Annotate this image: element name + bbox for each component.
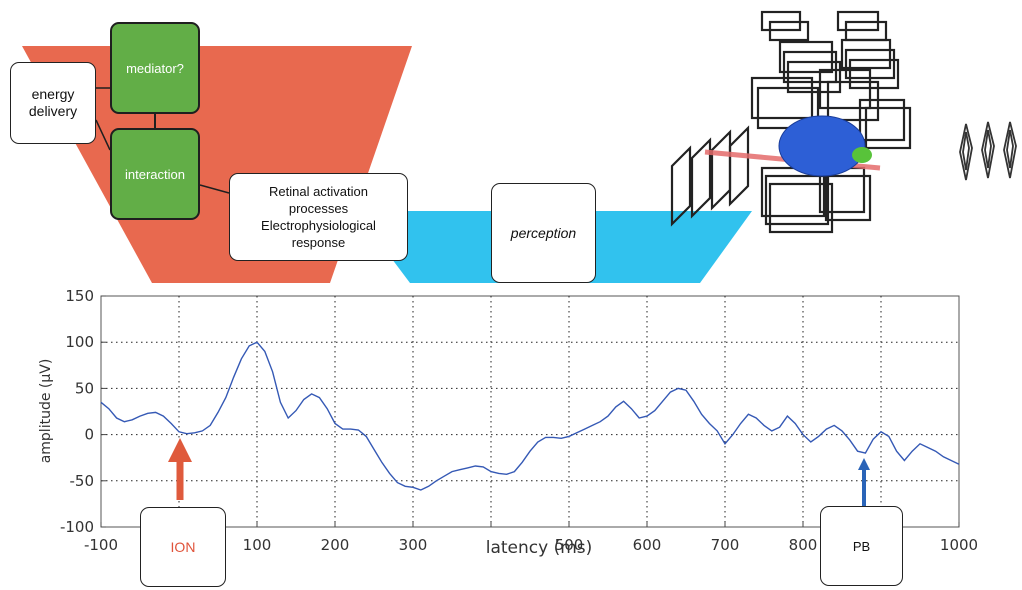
y-tick-label: 0	[84, 426, 94, 444]
wire-frame	[710, 129, 732, 211]
wire-frame	[750, 76, 814, 120]
x-tick-label: 700	[711, 536, 740, 554]
wire-frame	[690, 137, 712, 219]
mediator-label: mediator?	[126, 60, 184, 76]
energy-delivery-box: energy delivery	[10, 62, 96, 144]
mediator-box: mediator?	[110, 22, 200, 114]
pb-label: PB	[852, 538, 871, 554]
plot-area	[100, 295, 960, 528]
interaction-box: interaction	[110, 128, 200, 220]
wire-frame	[670, 145, 692, 227]
y-tick-label: -100	[60, 518, 94, 536]
wire-frame	[818, 68, 872, 110]
perception-box: perception	[491, 183, 596, 283]
pb-box: PB	[820, 506, 903, 586]
wire-frame	[858, 98, 906, 142]
y-axis-label: amplitude (µV)	[38, 359, 54, 464]
y-tick-label: 150	[65, 287, 94, 305]
ion-box: ION	[140, 507, 226, 587]
ion-arrow	[168, 438, 192, 500]
x-tick-label: 200	[321, 536, 350, 554]
energy-delivery-label: energy delivery	[28, 86, 78, 119]
side-frame-inner	[1006, 129, 1014, 169]
wire-frame	[764, 174, 830, 226]
connector-energy-interaction	[95, 119, 111, 151]
x-tick-label: 300	[399, 536, 428, 554]
wire-frame	[728, 125, 750, 207]
y-tick-label: 100	[65, 333, 94, 351]
wire-frame	[782, 50, 838, 84]
retinal-activation-label: Retinal activation processes Electrophys…	[261, 184, 376, 250]
side-frame	[981, 121, 995, 179]
x-tick-label: 600	[633, 536, 662, 554]
interaction-label: interaction	[125, 166, 185, 182]
y-axis-ticks: -100 -50 0 50 100 150	[60, 287, 106, 536]
head-model-illustration	[670, 10, 912, 234]
pb-arrow	[858, 458, 870, 506]
x-tick-label: 100	[243, 536, 272, 554]
wire-frame	[864, 106, 912, 150]
side-frame	[959, 123, 973, 181]
eye-shape	[852, 147, 872, 163]
wire-frame	[768, 20, 810, 42]
perception-label: perception	[510, 224, 577, 241]
x-tick-label: 500	[555, 536, 584, 554]
y-tick-label: 50	[75, 379, 94, 397]
wire-frame	[840, 38, 892, 70]
retinal-activation-box: Retinal activation processes Electrophys…	[229, 173, 408, 261]
x-axis-ticks: -100 100 200 300 500 600 700 800 1000	[84, 522, 978, 554]
y-tick-label: -50	[70, 472, 95, 490]
brain-shape	[778, 115, 866, 177]
x-tick-label: -100	[84, 536, 118, 554]
x-axis-label: latency (ms)	[486, 538, 593, 558]
x-tick-label: 1000	[940, 536, 978, 554]
side-frame-inner	[962, 131, 970, 171]
side-frame	[1003, 121, 1017, 179]
series-line	[100, 341, 960, 491]
x-tick-label: 800	[789, 536, 818, 554]
side-frames-illustration	[959, 121, 1017, 181]
wire-frame	[848, 58, 900, 90]
wire-frame	[824, 174, 872, 222]
wire-frame	[768, 182, 834, 234]
connector-interaction-retinal	[199, 184, 230, 194]
amplitude-chart: -100 100 200 300 500 600 700 800 1000 -100 -50 0 50…	[38, 287, 978, 558]
side-frame-inner	[984, 129, 992, 169]
ion-label: ION	[170, 538, 196, 555]
wire-frame	[778, 40, 834, 74]
chart-grid	[101, 296, 959, 527]
